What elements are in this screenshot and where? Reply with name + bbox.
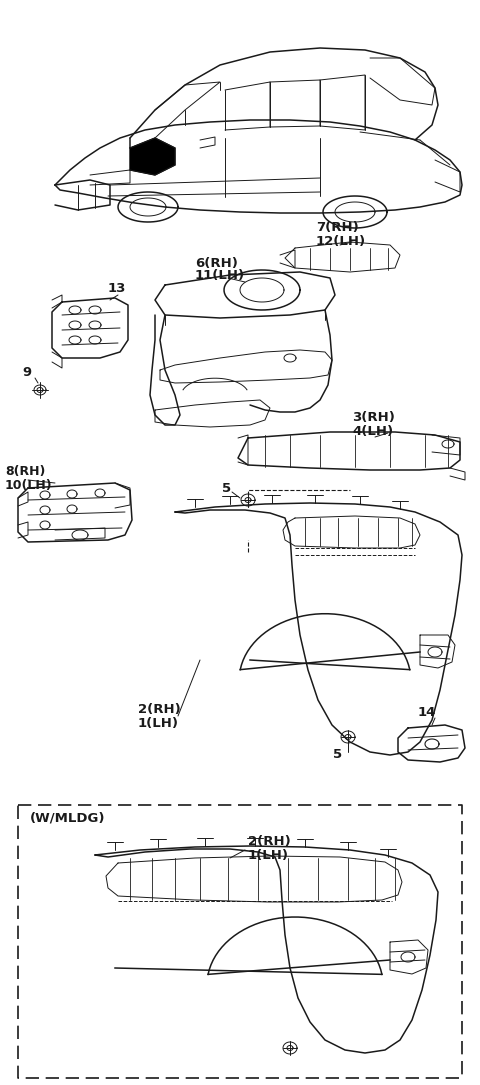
Text: 5: 5	[222, 482, 231, 495]
Text: 3(RH): 3(RH)	[352, 411, 395, 424]
Text: 2(RH): 2(RH)	[248, 835, 291, 848]
Text: 2(RH): 2(RH)	[138, 703, 181, 716]
Polygon shape	[130, 138, 175, 175]
Text: 8(RH): 8(RH)	[5, 465, 46, 478]
Text: 7(RH): 7(RH)	[316, 221, 359, 234]
Text: 11(LH): 11(LH)	[195, 269, 245, 282]
Text: (W/MLDG): (W/MLDG)	[30, 812, 106, 825]
Text: 12(LH): 12(LH)	[316, 234, 366, 247]
Text: 13: 13	[108, 282, 126, 295]
Text: 1(LH): 1(LH)	[138, 716, 179, 729]
Text: 4(LH): 4(LH)	[352, 424, 393, 437]
Text: 6(RH): 6(RH)	[195, 256, 238, 269]
Text: 14: 14	[418, 705, 436, 718]
Text: 9: 9	[22, 366, 31, 379]
Text: 1(LH): 1(LH)	[248, 848, 289, 861]
Text: 10(LH): 10(LH)	[5, 478, 53, 492]
Text: 5: 5	[334, 749, 343, 762]
